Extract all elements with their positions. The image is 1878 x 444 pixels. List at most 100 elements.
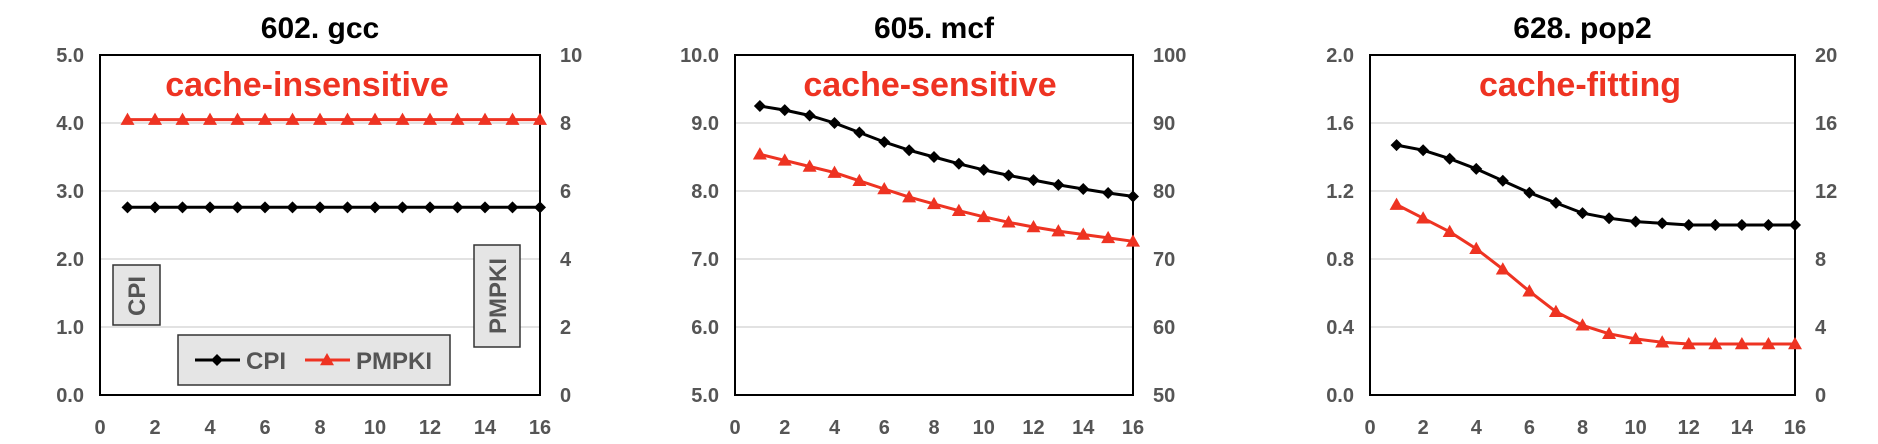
x-tick-label: 12 [1678, 417, 1700, 439]
y2-tick-label: 2 [560, 317, 571, 339]
y-tick-label: 0.8 [1326, 249, 1354, 271]
x-tick-label: 14 [1072, 417, 1095, 439]
data-point [1522, 284, 1537, 297]
data-point [952, 157, 965, 170]
data-point [1681, 337, 1696, 350]
plot-frame [734, 54, 1134, 396]
data-point [259, 201, 271, 214]
data-point [286, 201, 299, 214]
chart-2: 5.0 6.0 7.0 8.0 9.0 10.0 50 60 70 80 90 100 0 2 4 6 8 10 1… [680, 12, 1186, 439]
data-point [1628, 331, 1643, 345]
data-point [313, 112, 327, 125]
data-point [803, 109, 816, 122]
data-point [1390, 139, 1403, 152]
x-tick-label: 10 [364, 417, 386, 439]
cpi-axis-box [112, 264, 161, 326]
data-point [231, 201, 244, 214]
y-tick-label: 1.2 [1326, 181, 1354, 203]
y2-tick-label: 16 [1815, 113, 1837, 135]
y-tick-label: 4.0 [56, 113, 84, 135]
data-point [478, 112, 492, 125]
y2-tick-label: 12 [1815, 181, 1837, 203]
data-point [534, 201, 546, 214]
data-point [369, 201, 381, 214]
data-point [777, 153, 792, 166]
data-point [1051, 224, 1066, 237]
data-point [230, 112, 245, 125]
data-point [877, 181, 892, 195]
pmpki-axis-label: PMPKI [485, 258, 512, 334]
data-point [175, 112, 190, 125]
y-tick-label: 2.0 [1326, 45, 1354, 67]
data-point [1682, 219, 1695, 231]
data-point [314, 201, 326, 214]
series-cpi [121, 201, 546, 214]
data-point [1735, 219, 1748, 231]
data-point [1523, 186, 1536, 199]
data-point [506, 201, 519, 214]
data-point [1496, 174, 1509, 187]
chart-title: 602. gcc [261, 12, 379, 45]
data-point [1442, 224, 1457, 238]
data-point [120, 112, 135, 125]
data-point [1127, 190, 1139, 203]
data-point [1101, 230, 1116, 244]
data-point [778, 104, 791, 117]
series-line-cpi [759, 104, 1134, 198]
y2-tick-label: 8 [560, 113, 571, 135]
y2-tick-label: 0 [560, 385, 571, 407]
data-point [450, 112, 465, 125]
data-point [285, 112, 300, 125]
y-tick-label: 2.0 [56, 249, 84, 271]
y2-tick-label: 8 [1815, 249, 1826, 271]
x-tick-label: 0 [1364, 417, 1375, 439]
data-point [1576, 207, 1589, 220]
data-point [1734, 337, 1749, 350]
y2-tick-label: 80 [1153, 181, 1175, 203]
x-tick-label: 4 [204, 417, 216, 439]
data-point [148, 112, 162, 125]
data-point [1762, 219, 1775, 231]
x-tick-label: 0 [729, 417, 740, 439]
data-point [1629, 215, 1642, 228]
x-tick-label: 14 [474, 417, 497, 439]
data-point [1126, 234, 1140, 247]
x-tick-label: 14 [1731, 417, 1754, 439]
data-point [1027, 174, 1040, 187]
data-point [1416, 211, 1431, 224]
y-tick-label: 1.0 [56, 317, 84, 339]
legend-cpi-marker [211, 354, 223, 366]
y2-tick-label: 90 [1153, 113, 1175, 135]
series-pmpki [1389, 197, 1802, 350]
regime-annotation: cache-sensitive [803, 66, 1056, 104]
data-point [1001, 215, 1016, 228]
y2-tick-label: 10 [560, 45, 582, 67]
y-tick-label: 0.4 [1326, 317, 1355, 339]
y2-tick-label: 70 [1153, 249, 1175, 271]
data-point [1470, 162, 1483, 175]
data-point [1443, 152, 1456, 165]
data-point [752, 147, 767, 160]
data-point [451, 201, 464, 214]
y2-tick-label: 20 [1815, 45, 1837, 67]
data-point [951, 203, 966, 216]
y-tick-label: 8.0 [691, 181, 719, 203]
series-pmpki [752, 147, 1140, 247]
data-point [1708, 337, 1723, 350]
x-tick-label: 16 [529, 417, 551, 439]
series-line-pmpki [759, 152, 1134, 243]
data-point [1709, 219, 1722, 231]
data-point [423, 112, 437, 125]
data-point [753, 100, 766, 112]
data-point [1602, 326, 1617, 340]
data-point [1417, 144, 1430, 157]
data-point [927, 196, 941, 210]
legend-pmpki-marker [320, 353, 334, 366]
data-point [1656, 217, 1669, 230]
data-point [977, 163, 990, 176]
x-tick-label: 2 [149, 417, 160, 439]
x-tick-label: 8 [1577, 417, 1588, 439]
x-tick-label: 8 [928, 417, 939, 439]
data-point [1002, 169, 1015, 182]
